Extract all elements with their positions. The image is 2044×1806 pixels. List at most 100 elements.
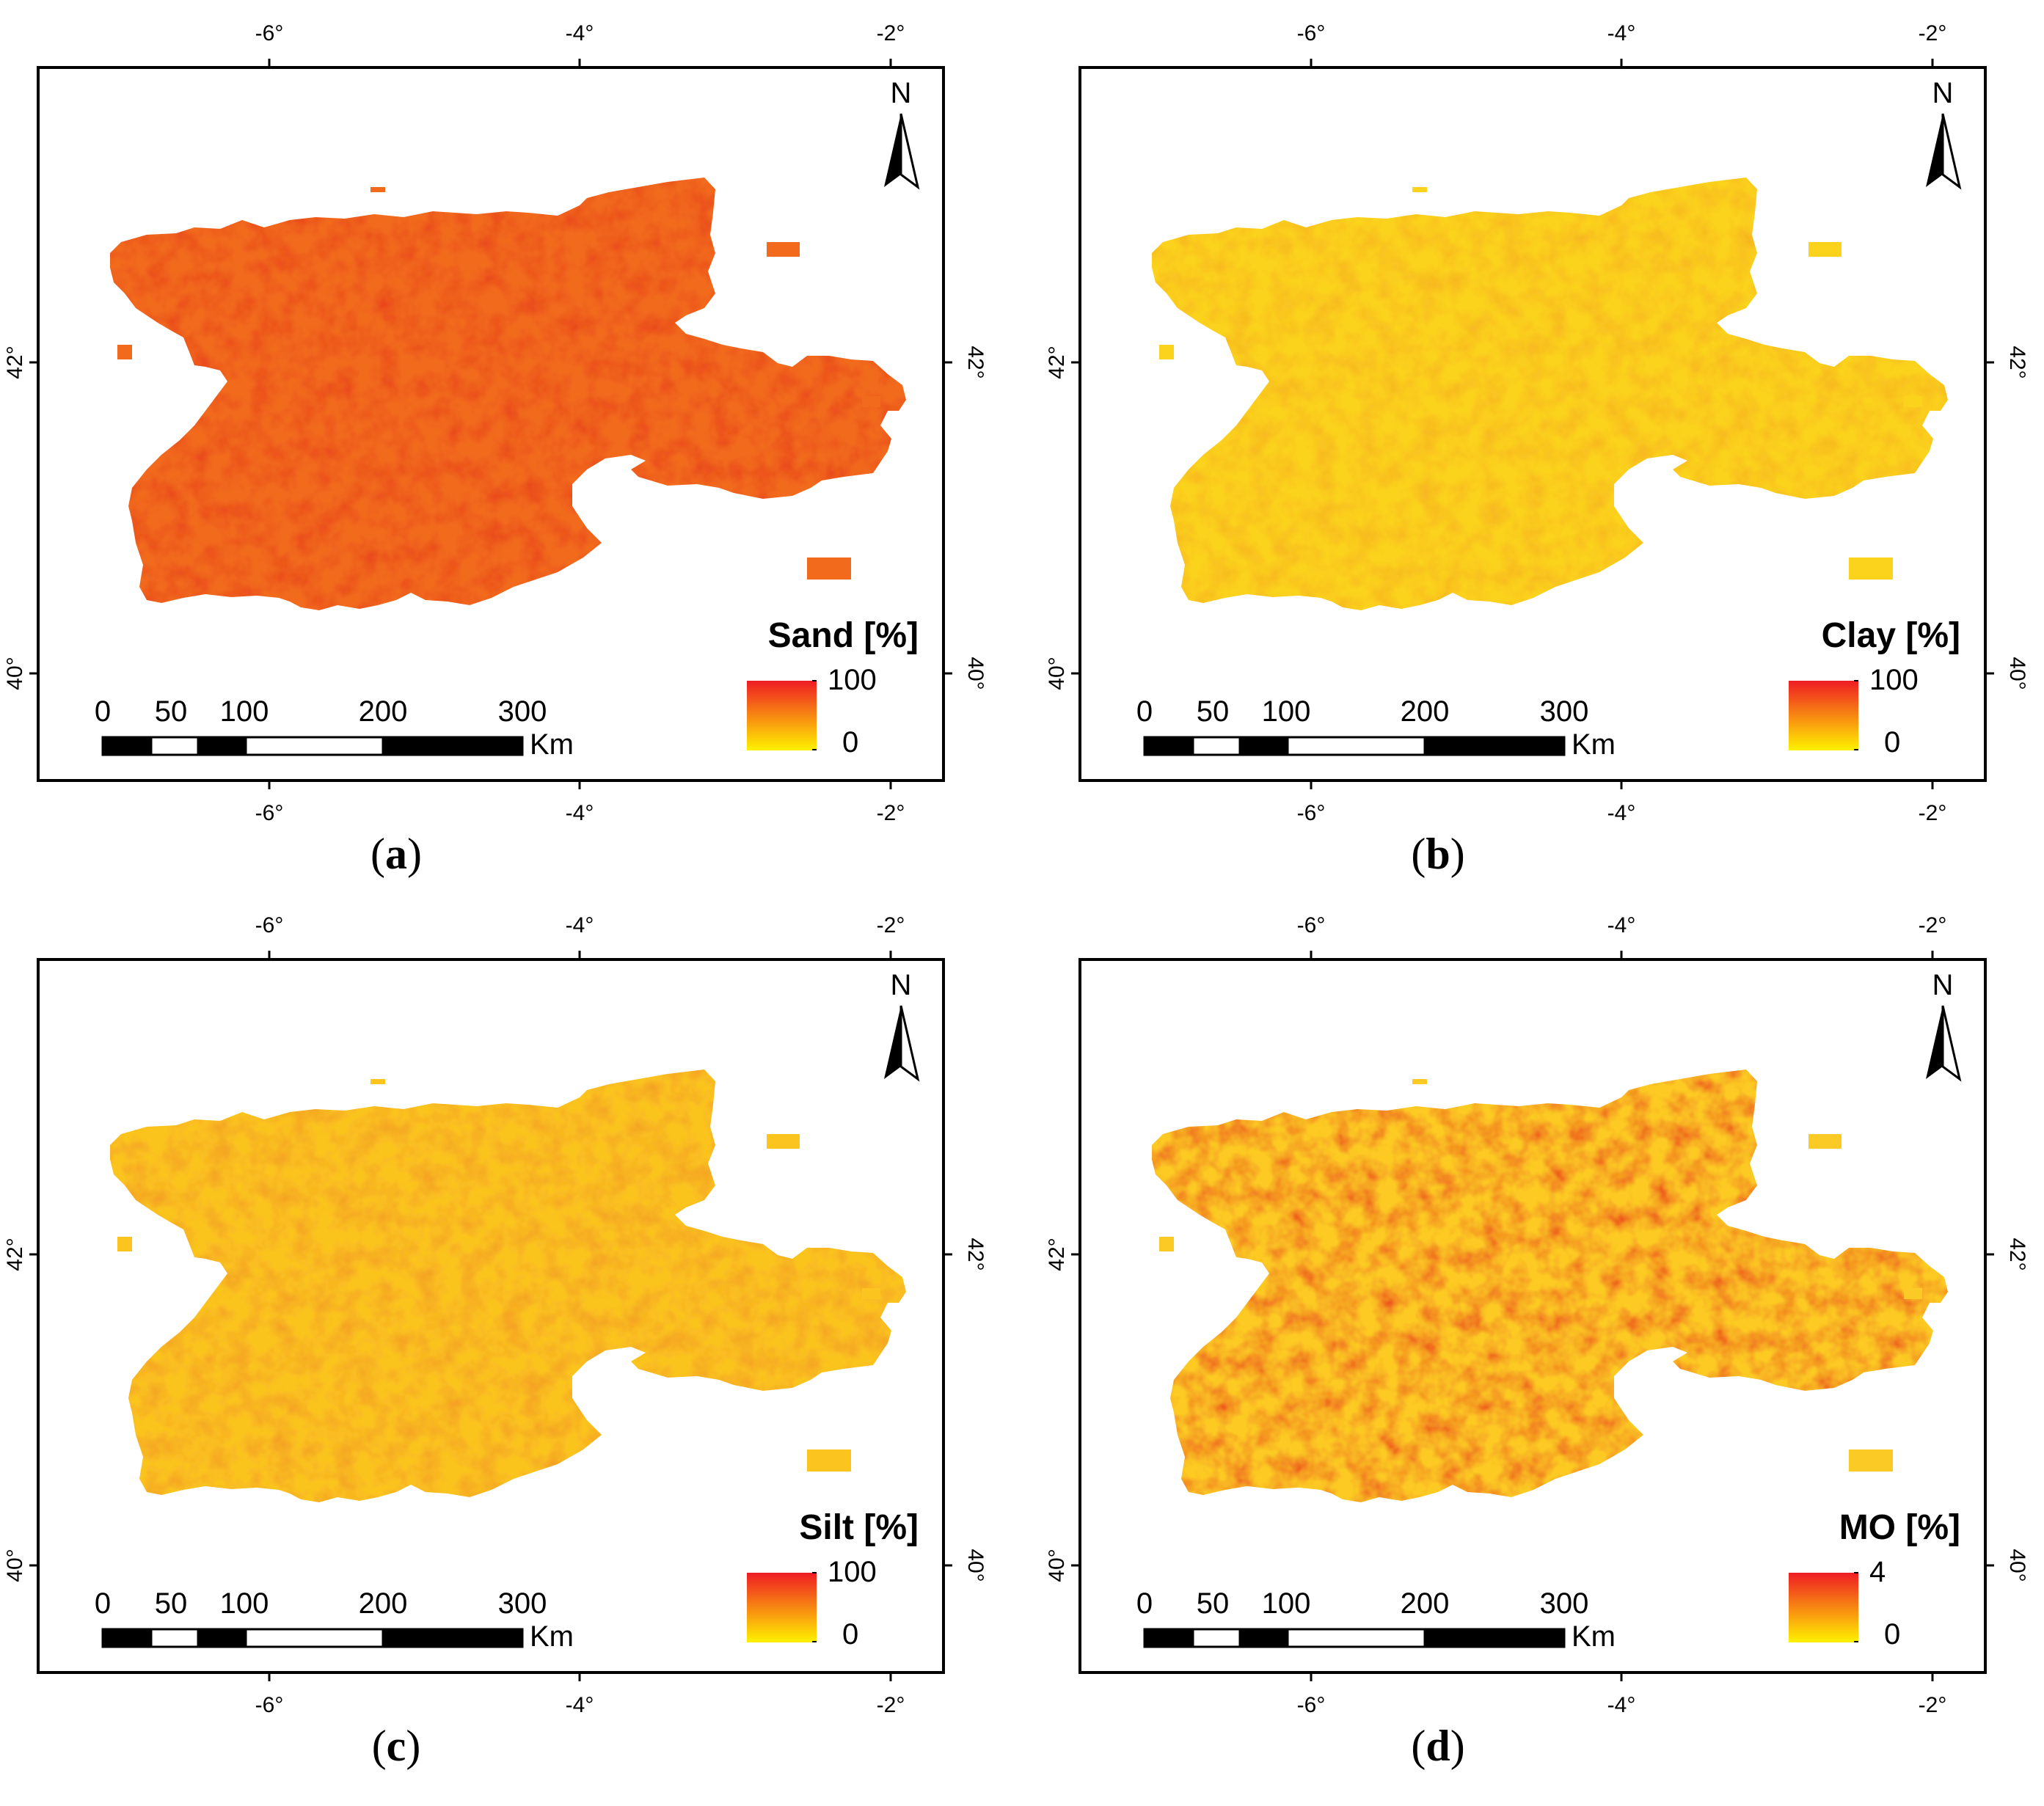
lon-tick-bottom: -6° [255, 1693, 284, 1717]
scale-unit: Km [1572, 1620, 1616, 1653]
lat-tick-left: 40° [3, 1549, 27, 1582]
scale-label: 100 [1262, 1587, 1311, 1620]
scale-label: 0 [1136, 1587, 1153, 1620]
lon-tick-bottom: -2° [877, 801, 905, 825]
scale-unit: Km [530, 1620, 574, 1653]
lat-tick-left: 42° [1045, 1237, 1069, 1271]
panel-caption: (a) [371, 830, 422, 878]
panel-caption: (b) [1411, 830, 1465, 878]
legend: Sand [%] 100 0 [747, 616, 919, 758]
lat-tick-right: 42° [963, 1237, 988, 1271]
lon-tick-top: -4° [1607, 913, 1636, 937]
legend-ramp [747, 1573, 817, 1642]
scale-label: 50 [1197, 695, 1230, 728]
map-panel-a: -6° -6° -4° -4° -2° -2° 42° 42° 40° 40° N 0 50 100 200… [0, 0, 1022, 903]
legend-min: 0 [1884, 1618, 1900, 1650]
lon-tick-top: -2° [877, 21, 905, 45]
lon-tick-top: -4° [1607, 21, 1636, 45]
scale-unit: Km [1572, 728, 1616, 761]
north-label: N [891, 969, 912, 1001]
lon-tick-top: -4° [566, 21, 594, 45]
map-panel-c: -6° -6° -4° -4° -2° -2° 42° 42° 40° 40° N 0 50 100 200… [0, 892, 1022, 1795]
scale-label: 100 [1262, 695, 1311, 728]
legend-min: 0 [842, 726, 858, 758]
scale-label: 50 [1197, 1587, 1230, 1620]
scale-label: 200 [1401, 1587, 1450, 1620]
legend: Clay [%] 100 0 [1789, 616, 1960, 758]
scale-label: 0 [95, 1587, 111, 1620]
lon-tick-bottom: -2° [877, 1693, 905, 1717]
legend-max: 100 [828, 664, 877, 696]
legend-title: Silt [%] [799, 1508, 919, 1547]
lat-tick-left: 40° [1045, 657, 1069, 690]
panel-caption: (d) [1411, 1722, 1465, 1770]
lon-tick-bottom: -6° [1297, 801, 1326, 825]
lat-tick-left: 40° [1045, 1549, 1069, 1582]
scale-label: 100 [220, 695, 269, 728]
lat-tick-right: 40° [2005, 1549, 2029, 1582]
lon-tick-top: -6° [255, 21, 284, 45]
north-arrow: N [884, 77, 920, 190]
lon-tick-bottom: -4° [566, 1693, 594, 1717]
legend-min: 0 [1884, 726, 1900, 758]
north-arrow: N [1926, 969, 1962, 1082]
scale-label: 100 [220, 1587, 269, 1620]
lon-tick-bottom: -2° [1919, 1693, 1947, 1717]
north-arrow: N [1926, 77, 1962, 190]
scale-label: 0 [95, 695, 111, 728]
lon-tick-top: -2° [1919, 913, 1947, 937]
legend-title: Clay [%] [1822, 616, 1960, 655]
legend-title: Sand [%] [768, 616, 919, 655]
lon-tick-top: -6° [255, 913, 284, 937]
lat-tick-right: 42° [2005, 1237, 2029, 1271]
lon-tick-bottom: -4° [1607, 1693, 1636, 1717]
scale-label: 200 [359, 1587, 408, 1620]
scale-label: 300 [1540, 695, 1589, 728]
legend-ramp [747, 681, 817, 750]
legend-max: 4 [1869, 1556, 1886, 1588]
map-figure-d: -6° -6° -4° -4° -2° -2° 42° 42° 40° 40° N 0 50 100 200… [1045, 913, 2029, 1717]
lon-tick-top: -6° [1297, 913, 1326, 937]
lon-tick-top: -2° [877, 913, 905, 937]
lat-tick-left: 42° [3, 346, 27, 379]
map-panel-b: -6° -6° -4° -4° -2° -2° 42° 42° 40° 40° N 0 50 100 200… [1042, 0, 2044, 903]
lat-tick-right: 42° [2005, 346, 2029, 379]
scale-label: 300 [498, 1587, 547, 1620]
scale-label: 300 [1540, 1587, 1589, 1620]
map-figure-a: -6° -6° -4° -4° -2° -2° 42° 42° 40° 40° N 0 50 100 200… [3, 21, 988, 825]
scale-label: 50 [155, 695, 188, 728]
north-label: N [891, 77, 912, 109]
lat-tick-left: 42° [1045, 346, 1069, 379]
lat-tick-left: 40° [3, 657, 27, 690]
map-figure-b: -6° -6° -4° -4° -2° -2° 42° 42° 40° 40° N 0 50 100 200… [1045, 21, 2029, 825]
panel-caption: (c) [371, 1722, 421, 1770]
lon-tick-bottom: -2° [1919, 801, 1947, 825]
lat-tick-right: 40° [2005, 657, 2029, 690]
lat-tick-right: 40° [963, 657, 988, 690]
legend-min: 0 [842, 1618, 858, 1650]
lat-tick-right: 42° [963, 346, 988, 379]
legend-max: 100 [828, 1556, 877, 1588]
scale-label: 200 [1401, 695, 1450, 728]
lon-tick-bottom: -4° [1607, 801, 1636, 825]
lon-tick-bottom: -6° [255, 801, 284, 825]
map-panel-d: -6° -6° -4° -4° -2° -2° 42° 42° 40° 40° N 0 50 100 200… [1042, 892, 2044, 1795]
lon-tick-bottom: -4° [566, 801, 594, 825]
lon-tick-top: -4° [566, 913, 594, 937]
scale-label: 300 [498, 695, 547, 728]
scale-label: 200 [359, 695, 408, 728]
legend-ramp [1789, 681, 1858, 750]
north-arrow: N [884, 969, 920, 1082]
scale-label: 0 [1136, 695, 1153, 728]
lat-tick-left: 42° [3, 1237, 27, 1271]
lat-tick-right: 40° [963, 1549, 988, 1582]
legend: Silt [%] 100 0 [747, 1508, 919, 1650]
legend-max: 100 [1869, 664, 1919, 696]
scale-unit: Km [530, 728, 574, 761]
lon-tick-top: -6° [1297, 21, 1326, 45]
map-figure-c: -6° -6° -4° -4° -2° -2° 42° 42° 40° 40° N 0 50 100 200… [3, 913, 988, 1717]
legend-title: MO [%] [1839, 1508, 1960, 1547]
